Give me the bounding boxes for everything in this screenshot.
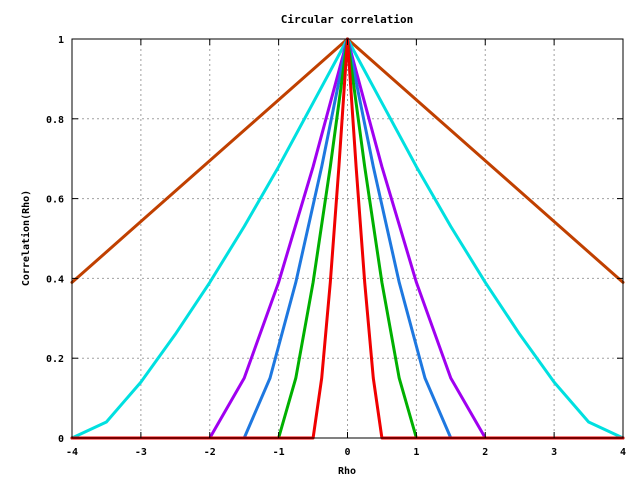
x-tick-label: 1 bbox=[413, 447, 419, 458]
y-tick-label: 0.4 bbox=[46, 274, 64, 285]
grid bbox=[72, 39, 623, 438]
x-tick-label: -4 bbox=[66, 447, 78, 458]
x-axis-label: Rho bbox=[338, 466, 356, 477]
x-tick-label: -1 bbox=[273, 447, 285, 458]
chart-title: Circular correlation bbox=[281, 13, 413, 26]
y-tick-label: 0.2 bbox=[46, 354, 64, 365]
axis-ticks: -4 -3 -2 -1 0 1 2 3 4 0 0.2 0.4 0.6 0.8 1 bbox=[46, 35, 626, 458]
series-line-4 bbox=[70, 37, 625, 440]
x-tick-label: 2 bbox=[482, 447, 488, 458]
y-tick-label: 0 bbox=[58, 434, 64, 445]
series-line-5 bbox=[70, 37, 625, 440]
series-line-2 bbox=[70, 37, 625, 440]
x-tick-label: -2 bbox=[204, 447, 216, 458]
y-tick-label: 1 bbox=[58, 35, 64, 46]
plot-frame bbox=[71, 38, 624, 439]
x-tick-label: -3 bbox=[135, 447, 147, 458]
y-tick-label: 0.8 bbox=[46, 115, 64, 126]
x-tick-label: 4 bbox=[620, 447, 626, 458]
series-line-3 bbox=[70, 37, 625, 440]
y-axis-label: Correlation(Rho) bbox=[20, 190, 32, 286]
series-line-6 bbox=[70, 37, 625, 440]
y-tick-label: 0.6 bbox=[46, 195, 64, 206]
x-tick-label: 0 bbox=[344, 447, 350, 458]
x-tick-label: 3 bbox=[551, 447, 557, 458]
series-group bbox=[70, 37, 625, 440]
